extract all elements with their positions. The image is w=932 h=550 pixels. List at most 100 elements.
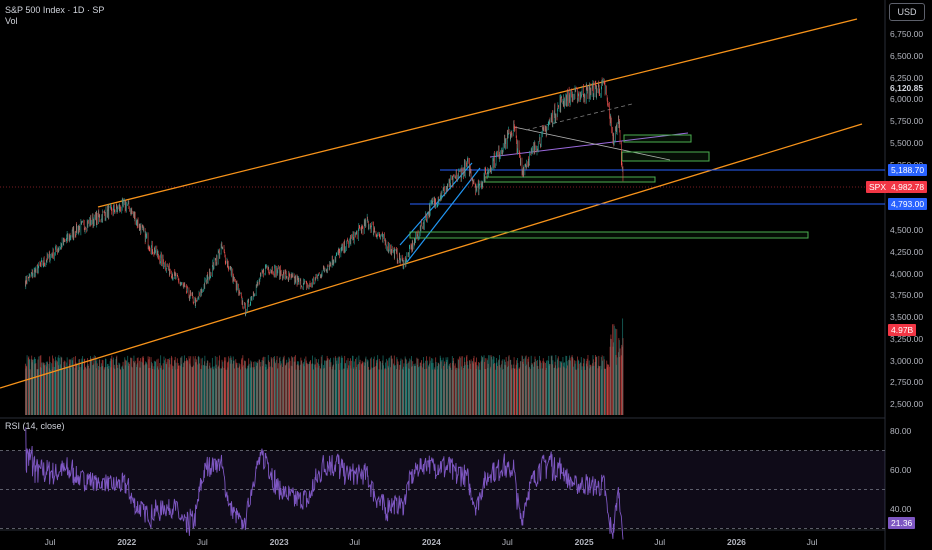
volume-bar <box>494 363 495 415</box>
volume-bar <box>55 360 57 415</box>
volume-bar <box>85 366 86 415</box>
volume-bar <box>280 363 282 415</box>
volume-bar <box>359 359 361 415</box>
volume-bar <box>520 361 522 415</box>
volume-bar <box>29 369 31 415</box>
volume-bar <box>549 364 551 415</box>
volume-bar <box>295 369 297 415</box>
volume-bar <box>610 338 612 415</box>
purple-trendline <box>489 132 689 158</box>
volume-bar <box>575 369 577 415</box>
volume-bar <box>298 365 300 415</box>
volume-bar <box>324 360 326 415</box>
grey-trendline <box>513 126 671 161</box>
volume-bar <box>616 357 618 415</box>
drawings[interactable] <box>0 18 885 389</box>
volume-bar <box>388 357 390 415</box>
price-tick-label: 4,000.00 <box>890 268 924 279</box>
time-tick-label: 2023 <box>269 537 289 547</box>
time-tick-label: 2022 <box>117 537 137 547</box>
volume-bar <box>172 366 174 415</box>
price-tick-label: 2,750.00 <box>890 377 924 388</box>
volume-bar <box>315 359 317 415</box>
volume-bar <box>196 359 197 415</box>
time-tick-label: 2024 <box>421 537 441 547</box>
volume-bar <box>374 366 376 415</box>
demand-box <box>409 231 809 239</box>
volume-bar <box>277 363 279 415</box>
price-tick-label: 4,250.00 <box>890 246 924 257</box>
volume-bar <box>537 368 539 415</box>
volume-bar <box>234 368 235 415</box>
volume-bar <box>105 358 107 415</box>
price-tick-label: 3,750.00 <box>890 290 924 301</box>
volume-bar <box>125 360 127 415</box>
volume-bar <box>140 361 142 415</box>
volume-bar <box>421 360 422 415</box>
volume-bar <box>52 358 54 415</box>
demand-box <box>484 176 656 183</box>
volume-bar <box>283 355 285 415</box>
volume-bar <box>467 368 469 415</box>
volume-bar <box>289 360 291 415</box>
volume-bar <box>222 361 224 415</box>
volume-bar <box>447 357 449 415</box>
volume-bar <box>523 358 525 415</box>
volume-bar <box>239 369 241 415</box>
price-tick-label: 3,000.00 <box>890 355 924 366</box>
volume-bar <box>590 364 592 415</box>
volume-bar <box>412 361 414 415</box>
volume-bar <box>380 361 382 415</box>
volume-bar <box>236 367 238 415</box>
volume-bar <box>38 356 40 415</box>
volume-bar <box>134 360 136 415</box>
level-5188-tag: 5,188.70 <box>888 164 928 176</box>
pane-separators <box>0 0 886 550</box>
volume-bar <box>470 359 472 415</box>
volume-bar <box>231 359 233 415</box>
volume-bar <box>514 368 516 415</box>
volume-bar <box>61 368 63 415</box>
volume-bar <box>511 368 513 415</box>
candles <box>25 77 624 317</box>
volume-bar <box>175 362 177 415</box>
volume-bar <box>438 364 440 415</box>
volume-bar <box>327 358 329 415</box>
volume-bar <box>584 369 586 415</box>
volume-bar <box>622 338 624 415</box>
rsi-tick-label: 60.00 <box>890 465 912 475</box>
volume-bar <box>605 368 606 415</box>
volume-bar <box>456 367 457 415</box>
volume-bar <box>58 358 60 415</box>
volume-bar <box>426 360 428 415</box>
volume-bar <box>263 356 265 415</box>
volume-bar <box>607 364 609 415</box>
volume-bar <box>96 363 98 415</box>
volume-last-tag: 4.97B <box>888 324 917 336</box>
volume-bar <box>152 368 154 415</box>
volume-bar <box>613 325 615 415</box>
time-tick-label: Jul <box>501 537 513 547</box>
price-tick-label: 4,500.00 <box>890 225 924 235</box>
volume-label[interactable]: Vol <box>5 16 18 26</box>
rsi-label[interactable]: RSI (14, close) <box>5 421 65 431</box>
high-price-label: 6,120.85 <box>890 83 924 93</box>
volume-bar <box>479 369 481 415</box>
volume-bar <box>450 367 452 415</box>
volume-bar <box>406 363 408 415</box>
symbol-title[interactable]: S&P 500 Index · 1D · SP <box>5 5 105 15</box>
price-tick-label: 3,500.00 <box>890 312 924 323</box>
volume-bar <box>146 364 148 415</box>
volume-bar <box>546 360 548 415</box>
volume-bar <box>499 367 501 415</box>
volume-bar <box>44 365 46 415</box>
spx-symbol-tag: SPX <box>866 181 890 193</box>
volume-bar <box>353 361 355 415</box>
wedge-line <box>399 162 473 246</box>
volume-bar <box>365 356 367 415</box>
volume-bar <box>79 358 81 415</box>
currency-button[interactable]: USD <box>889 3 925 21</box>
volume-bar <box>432 362 434 415</box>
volume-bar <box>488 355 490 415</box>
